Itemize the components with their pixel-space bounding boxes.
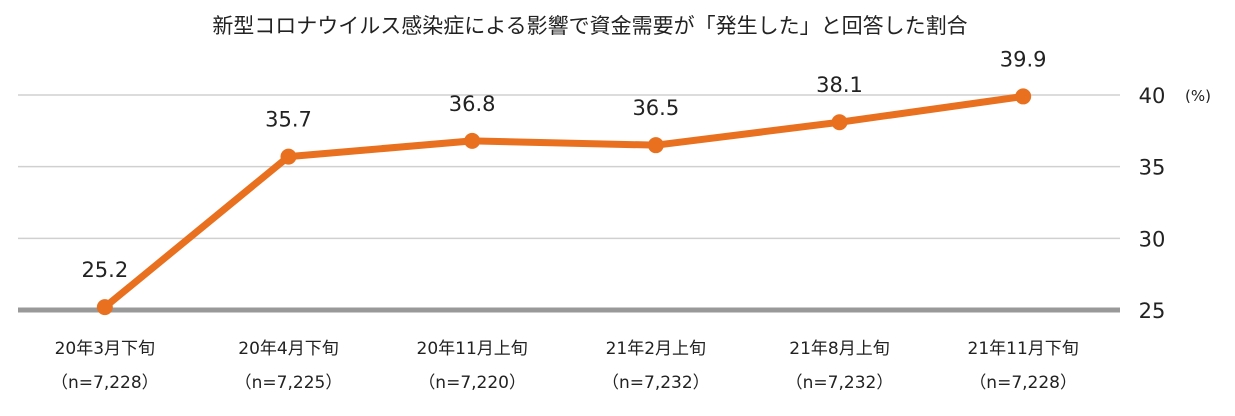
data-label: 39.9 [1000,47,1047,71]
data-point [464,132,481,149]
x-tick-label: 21年2月上旬 [606,339,706,359]
x-tick-label: 21年8月上旬 [789,339,889,359]
x-sample-size-label: （n=7,232） [786,373,894,393]
x-tick-label: 20年4月下旬 [238,339,338,359]
y-tick-label: 30 [1139,227,1166,251]
data-point [831,114,848,131]
data-point [96,299,113,316]
data-point [280,148,297,165]
data-point [1015,88,1032,105]
y-unit-label: (%) [1185,87,1211,105]
data-label: 25.2 [81,258,128,282]
chart-title: 新型コロナウイルス感染症による影響で資金需要が「発生した」と回答した割合 [212,14,967,38]
data-point [647,137,664,154]
data-label: 36.8 [449,92,496,116]
data-label: 35.7 [265,108,312,132]
x-sample-size-label: （n=7,228） [969,373,1077,393]
y-tick-label: 25 [1139,299,1166,323]
x-sample-size-label: （n=7,220） [418,373,526,393]
x-tick-label: 20年11月上旬 [417,339,528,359]
x-sample-size-label: （n=7,225） [235,373,343,393]
x-tick-label: 21年11月下旬 [968,339,1079,359]
x-tick-label: 20年3月下旬 [55,339,155,359]
x-sample-size-label: （n=7,232） [602,373,710,393]
x-sample-size-label: （n=7,228） [51,373,159,393]
y-tick-label: 35 [1139,156,1166,180]
data-label: 38.1 [816,73,863,97]
series-line [102,92,1024,310]
y-tick-label: 40 [1139,84,1166,108]
data-label: 36.5 [632,96,679,120]
